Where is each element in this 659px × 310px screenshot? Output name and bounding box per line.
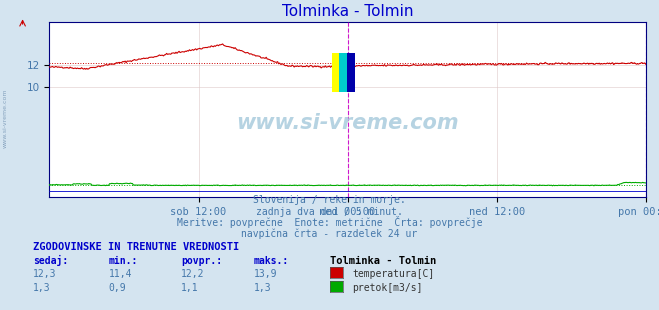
Bar <box>331 53 339 92</box>
Text: Meritve: povprečne  Enote: metrične  Črta: povprečje: Meritve: povprečne Enote: metrične Črta:… <box>177 216 482 228</box>
Text: 1,3: 1,3 <box>254 283 272 293</box>
Text: min.:: min.: <box>109 255 138 265</box>
Text: maks.:: maks.: <box>254 255 289 265</box>
Text: ZGODOVINSKE IN TRENUTNE VREDNOSTI: ZGODOVINSKE IN TRENUTNE VREDNOSTI <box>33 241 239 251</box>
Text: pretok[m3/s]: pretok[m3/s] <box>353 283 423 293</box>
Text: 0,9: 0,9 <box>109 283 127 293</box>
Text: sedaj:: sedaj: <box>33 255 68 265</box>
Text: 12,2: 12,2 <box>181 269 205 279</box>
Bar <box>339 53 347 92</box>
Text: temperatura[C]: temperatura[C] <box>353 269 435 279</box>
Text: 12,3: 12,3 <box>33 269 57 279</box>
Text: 13,9: 13,9 <box>254 269 277 279</box>
Text: povpr.:: povpr.: <box>181 255 222 265</box>
Text: Slovenija / reke in morje.: Slovenija / reke in morje. <box>253 195 406 205</box>
Text: navpična črta - razdelek 24 ur: navpična črta - razdelek 24 ur <box>241 229 418 239</box>
Text: 1,1: 1,1 <box>181 283 199 293</box>
Title: Tolminka - Tolmin: Tolminka - Tolmin <box>282 4 413 19</box>
Bar <box>347 53 355 92</box>
Text: zadnja dva dni / 5 minut.: zadnja dva dni / 5 minut. <box>256 206 403 216</box>
Text: Tolminka - Tolmin: Tolminka - Tolmin <box>330 255 436 265</box>
Text: 11,4: 11,4 <box>109 269 132 279</box>
Text: 1,3: 1,3 <box>33 283 51 293</box>
Text: www.si-vreme.com: www.si-vreme.com <box>3 88 8 148</box>
Text: www.si-vreme.com: www.si-vreme.com <box>237 113 459 133</box>
